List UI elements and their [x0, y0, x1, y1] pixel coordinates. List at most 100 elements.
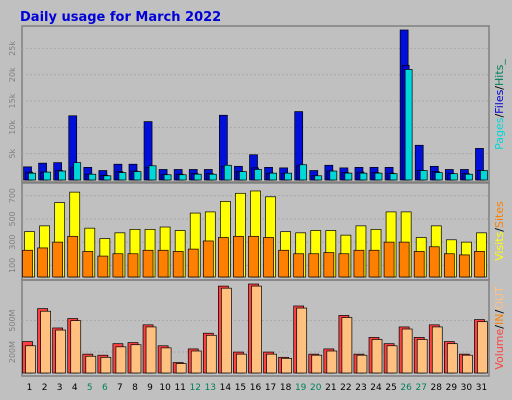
out-bar: [477, 321, 488, 374]
day-label: 2: [42, 383, 48, 393]
sites-bar: [338, 253, 350, 278]
out-bar: [205, 334, 217, 374]
out-bar: [145, 326, 157, 374]
day-axis: 1 2 3 4 5 6 7 8 9 10 11 12 13 14 15 16 17 18 19 20 21 22 23 24 2…: [27, 383, 488, 393]
pages-bar: [434, 172, 443, 181]
sites-bar: [82, 251, 94, 278]
sites-bar: [368, 249, 380, 278]
sites-bar: [97, 255, 109, 278]
out-bar: [326, 350, 338, 374]
sites-bar: [353, 249, 365, 278]
day-label: 9: [147, 383, 153, 393]
day-label: 12: [190, 383, 201, 393]
chart-title: Daily usage for March 2022: [20, 10, 221, 25]
hits-panel-legend-item: Hits_: [493, 59, 506, 86]
volume-panel-frame: [21, 279, 490, 377]
sites-bar: [293, 253, 305, 278]
out-bar: [70, 320, 82, 374]
1-tick-label: 100: [8, 258, 17, 273]
day-label: 3: [57, 383, 63, 393]
pages-bar: [58, 170, 67, 181]
sites-bar: [383, 241, 395, 278]
sites-bar: [278, 249, 289, 278]
visits-panel-legend: Visits/Sites: [493, 201, 506, 261]
day-label: 5: [87, 383, 93, 393]
out-bar: [251, 285, 262, 374]
chart-panels: 5k10k15k20k25kPages/Files/Hits_100300500…: [8, 25, 506, 377]
pages-bar: [404, 69, 413, 181]
sites-bar: [413, 251, 425, 278]
out-bar: [100, 356, 112, 374]
out-bar: [266, 353, 277, 374]
pages-bar: [254, 169, 262, 181]
pages-bar: [314, 175, 323, 181]
sites-bar: [474, 251, 485, 278]
out-bar: [281, 357, 292, 374]
pages-bar: [208, 173, 217, 181]
pages-bar: [284, 172, 292, 181]
day-label: 29: [446, 383, 458, 393]
sites-bar: [157, 249, 169, 278]
day-label: 28: [431, 383, 443, 393]
day-label: 23: [355, 383, 366, 393]
out-bar: [190, 350, 202, 374]
day-label: 27: [415, 383, 426, 393]
sites-bar: [459, 254, 470, 278]
out-bar: [40, 310, 51, 374]
day-label: 8: [132, 383, 138, 393]
out-bar: [311, 354, 323, 374]
out-bar: [115, 346, 127, 374]
day-label: 22: [340, 383, 351, 393]
day-label: 6: [102, 383, 108, 393]
out-bar: [401, 328, 413, 374]
sites-bar: [248, 235, 259, 278]
sites-bar: [52, 241, 64, 278]
pages-bar: [374, 172, 383, 181]
1-tick-label: 300: [8, 234, 17, 249]
day-label: 4: [72, 383, 78, 393]
pages-bar: [193, 173, 202, 181]
pages-bar: [465, 173, 473, 181]
volume-panel-legend-item: /: [493, 325, 506, 329]
pages-bar: [43, 171, 51, 181]
out-bar: [416, 339, 428, 374]
out-bar: [371, 339, 383, 374]
0-tick-label: 10k: [8, 120, 17, 135]
day-label: 15: [235, 383, 246, 393]
out-bar: [221, 287, 232, 374]
hits-panel-legend-item: Pages: [493, 117, 506, 150]
out-bar: [160, 347, 172, 374]
volume-panel-legend-item: IN: [493, 314, 506, 325]
pages-bar: [344, 172, 353, 181]
sites-bar: [398, 241, 410, 278]
hits-panel-legend-item: /: [493, 114, 506, 118]
pages-bar: [480, 170, 488, 181]
pages-bar: [239, 171, 247, 181]
sites-bar: [127, 253, 139, 278]
pages-bar: [118, 172, 127, 181]
volume-panel-legend: Volume/IN/OUT: [493, 286, 506, 370]
1-tick-label: 700: [8, 188, 17, 203]
day-label: 18: [280, 383, 292, 393]
day-label: 11: [174, 383, 185, 393]
pages-bar: [178, 174, 187, 181]
pages-bar: [269, 172, 277, 181]
sites-bar: [263, 237, 274, 278]
sites-bar: [323, 252, 335, 278]
sites-bar: [233, 235, 244, 278]
day-label: 7: [117, 383, 123, 393]
sites-bar: [172, 251, 184, 278]
volume-panel-legend-item: OUT: [493, 286, 506, 310]
pages-bar: [148, 165, 157, 181]
pages-bar: [88, 173, 97, 181]
0-tick-label: 15k: [8, 93, 17, 108]
pages-bar: [389, 173, 398, 181]
sites-bar: [428, 246, 440, 278]
day-label: 19: [295, 383, 307, 393]
pages-bar: [449, 173, 458, 181]
sites-bar: [142, 249, 154, 278]
pages-bar: [73, 162, 82, 181]
day-label: 21: [325, 383, 336, 393]
out-bar: [236, 353, 247, 374]
day-label: 16: [250, 383, 262, 393]
